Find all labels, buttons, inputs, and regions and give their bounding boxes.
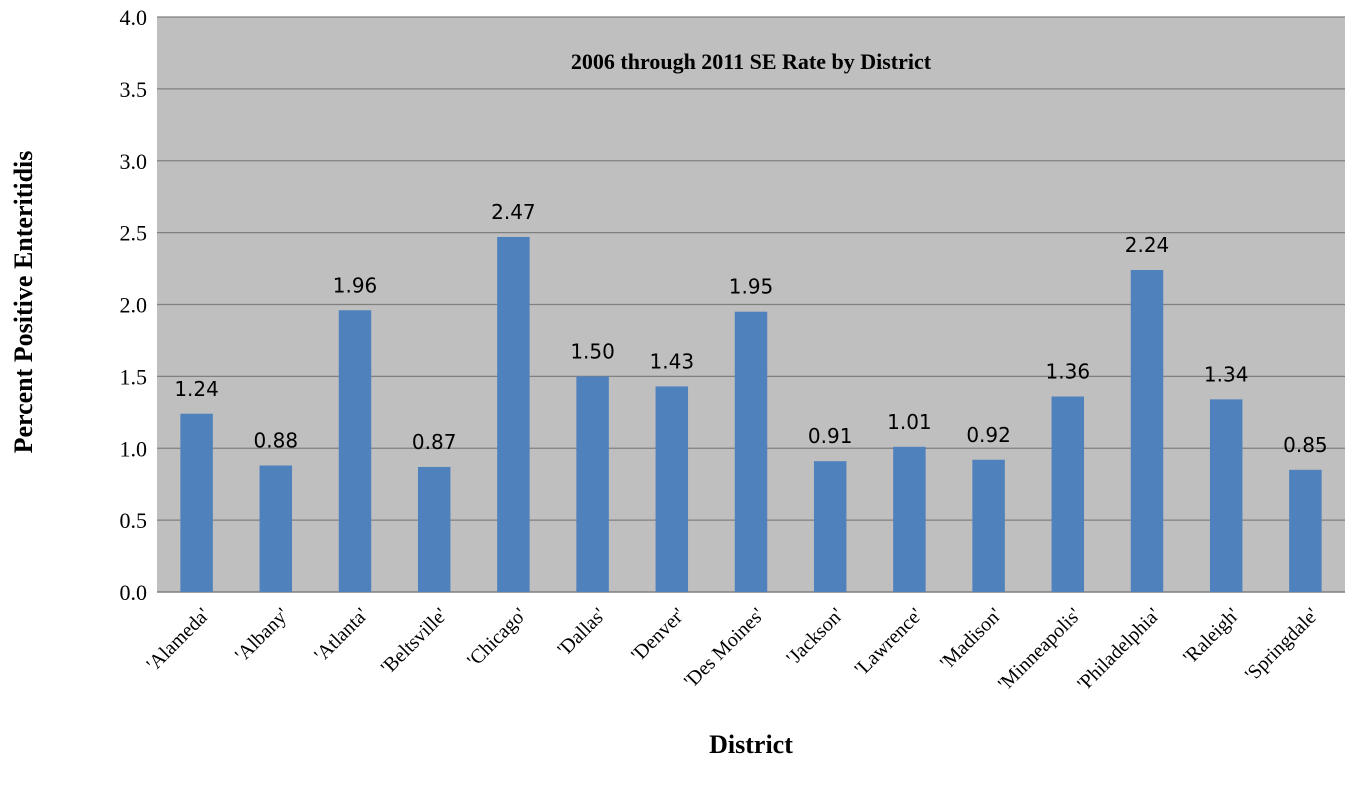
bar [338,310,372,592]
x-tick-label: 'Beltsville' [377,604,452,679]
bar [655,386,689,592]
data-label: 1.24 [174,377,219,401]
data-label: 0.85 [1283,433,1328,457]
data-label: 2.47 [491,200,536,224]
x-tick-label: 'Minneapolis' [994,604,1085,695]
data-labels: 1.24 0.88 1.96 0.87 2.47 1.50 1.43 1.95 0.91 1.01… [174,200,1327,457]
data-label: 1.43 [650,349,695,373]
x-tick-label: 'Dallas' [553,604,610,661]
x-tick-label: 'Raleigh' [1179,604,1244,669]
y-tick-label: 1.0 [120,436,148,461]
bar [417,466,451,592]
x-tick-label: 'Des Moines' [680,604,769,693]
x-tick-label: 'Denver' [627,604,689,666]
bar [576,376,609,592]
bars [180,236,1322,592]
bar [259,465,293,592]
x-tick-label: 'Jackson' [782,604,847,669]
x-tick-label: 'Albany' [231,604,293,666]
y-tick-label: 3.0 [120,149,148,174]
y-tick-label: 0.0 [120,580,148,605]
x-tick-label: 'Chicago' [463,604,531,672]
x-tick-label: 'Alameda' [142,604,214,676]
data-label: 1.95 [729,275,774,299]
data-label: 1.96 [333,273,378,297]
data-label: 0.92 [966,423,1011,447]
data-label: 1.36 [1046,360,1091,384]
y-tick-label: 1.5 [120,364,148,389]
x-tick-label: 'Atlanta' [310,604,372,666]
data-label: 0.87 [412,430,457,454]
y-axis-ticks: 0.0 0.5 1.0 1.5 2.0 2.5 3.0 3.5 4.0 [120,5,148,605]
y-tick-label: 4.0 [120,5,148,30]
x-tick-label: 'Springdale' [1241,604,1323,686]
bar [734,311,768,592]
bar [893,446,926,592]
bar [813,461,847,592]
bar [1130,270,1164,592]
bar [497,236,530,592]
x-tick-label: 'Madison' [936,604,1006,674]
chart-title: 2006 through 2011 SE Rate by District [571,49,932,74]
data-label: 0.91 [808,424,853,448]
x-tick-label: 'Philadelphia' [1073,604,1164,695]
bar [1209,399,1243,592]
bar [180,413,213,592]
bar [1289,469,1322,592]
y-tick-label: 2.0 [120,293,148,318]
bar [972,459,1005,592]
x-tick-label: 'Lawrence' [851,604,927,680]
data-label: 2.24 [1125,233,1170,257]
x-axis-ticks: 'Alameda' 'Albany' 'Atlanta' 'Beltsville' 'C… [142,604,1323,695]
y-tick-label: 3.5 [120,77,148,102]
data-label: 1.01 [887,410,932,434]
y-tick-label: 2.5 [120,221,148,246]
data-label: 1.50 [570,339,615,363]
y-tick-label: 0.5 [120,508,148,533]
data-label: 0.88 [254,429,299,453]
data-label: 1.34 [1204,362,1249,386]
y-axis-title: Percent Positive Enteritidis [9,151,38,454]
x-axis-title: District [709,730,793,759]
bar [1051,396,1085,592]
